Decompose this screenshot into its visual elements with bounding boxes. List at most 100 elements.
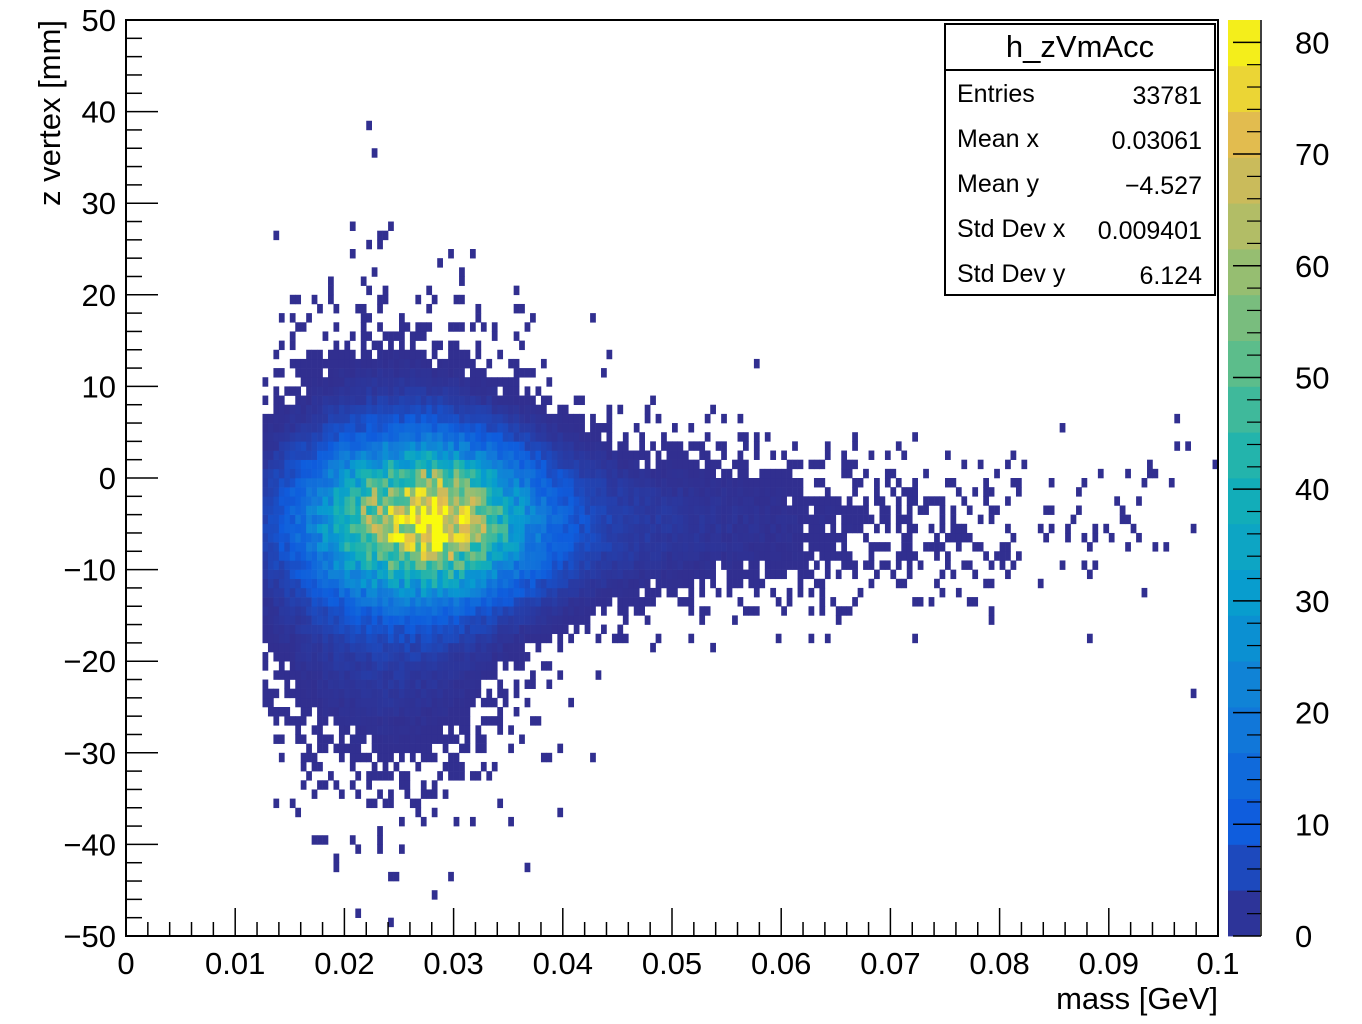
heatmap-cell: [475, 340, 482, 351]
heatmap-cell: [289, 597, 296, 607]
heatmap-cell: [300, 423, 307, 433]
heatmap-cell: [409, 707, 416, 717]
heatmap-cell: [328, 771, 334, 781]
heatmap-cell: [371, 688, 378, 699]
heatmap-cell: [764, 478, 771, 488]
heatmap-cell: [742, 468, 749, 479]
heatmap-cell: [333, 688, 340, 699]
heatmap-cell: [753, 542, 760, 552]
heatmap-cell: [622, 532, 629, 543]
heatmap-cell: [437, 395, 443, 406]
heatmap-cell: [568, 551, 575, 561]
heatmap-cell: [568, 423, 575, 433]
heatmap-cell: [459, 642, 465, 653]
heatmap-cell: [704, 450, 711, 460]
heatmap-cell: [497, 578, 504, 589]
heatmap-cell: [311, 423, 318, 433]
heatmap-cell: [469, 377, 476, 387]
heatmap-cell: [415, 597, 422, 607]
heatmap-cell: [300, 780, 307, 790]
heatmap-cell: [328, 624, 334, 635]
heatmap-cell: [388, 514, 394, 525]
heatmap-cell: [328, 578, 334, 589]
heatmap-cell: [693, 542, 700, 552]
heatmap-cell: [994, 551, 1000, 561]
heatmap-cell: [852, 597, 858, 607]
heatmap-cell: [453, 496, 460, 506]
heatmap-cell: [338, 642, 345, 653]
heatmap-cell: [311, 633, 318, 644]
heatmap-cell: [442, 478, 449, 488]
heatmap-cell: [311, 523, 318, 534]
heatmap-cell: [480, 523, 487, 534]
heatmap-cell: [491, 652, 498, 662]
heatmap-cell: [317, 303, 323, 314]
heatmap-cell: [409, 459, 416, 470]
heatmap-cell: [513, 395, 520, 406]
heatmap-cell: [748, 532, 755, 543]
heatmap-cell: [573, 587, 580, 598]
heatmap-cell: [393, 423, 400, 433]
heatmap-cell: [732, 560, 738, 570]
heatmap-cell: [289, 642, 296, 653]
heatmap-cell: [1010, 450, 1017, 460]
heatmap-cell: [803, 532, 809, 543]
heatmap-cell: [355, 908, 362, 918]
heatmap-cell: [617, 505, 624, 515]
heatmap-cell: [437, 340, 443, 351]
heatmap-cell: [333, 450, 340, 460]
heatmap-cell: [420, 532, 427, 543]
heatmap-cell: [459, 587, 465, 598]
heatmap-cell: [267, 478, 274, 488]
heatmap-cell: [835, 606, 842, 616]
heatmap-cell: [453, 816, 460, 827]
heatmap-cell: [360, 322, 367, 332]
heatmap-cell: [393, 707, 400, 717]
heatmap-cell: [366, 780, 372, 790]
heatmap-cell: [628, 551, 635, 561]
heatmap-cell: [355, 743, 362, 754]
heatmap-cell: [819, 542, 826, 552]
heatmap-cell: [611, 633, 618, 644]
heatmap-cell: [633, 551, 640, 561]
heatmap-cell: [311, 386, 318, 396]
heatmap-cell: [562, 560, 569, 570]
heatmap-cell: [349, 404, 356, 415]
heatmap-cell: [611, 450, 618, 460]
heatmap-cell: [650, 468, 656, 479]
heatmap-cell: [742, 523, 749, 534]
heatmap-cell: [426, 532, 433, 543]
heatmap-cell: [317, 468, 323, 479]
heatmap-cell: [306, 578, 312, 589]
heatmap-cell: [759, 478, 766, 488]
heatmap-cell: [426, 670, 433, 680]
heatmap-cell: [328, 734, 334, 744]
heatmap-cell: [437, 697, 443, 708]
heatmap-cell: [431, 423, 438, 433]
heatmap-cell: [399, 780, 405, 790]
heatmap-cell: [530, 459, 536, 470]
heatmap-cell: [409, 487, 416, 497]
heatmap-cell: [426, 468, 433, 479]
heatmap-cell: [262, 624, 269, 635]
heatmap-cell: [519, 597, 525, 607]
heatmap-cell: [442, 505, 449, 515]
heatmap-cell: [262, 578, 269, 589]
heatmap-cell: [322, 377, 329, 387]
heatmap-cell: [786, 551, 793, 561]
heatmap-cell: [399, 688, 405, 699]
heatmap-cell: [622, 551, 629, 561]
heatmap-cell: [568, 505, 575, 515]
heatmap-cell: [655, 478, 662, 488]
heatmap-cell: [267, 624, 274, 635]
heatmap-cell: [633, 478, 640, 488]
heatmap-cell: [682, 560, 689, 570]
heatmap-cell: [360, 532, 367, 543]
heatmap-cell: [595, 459, 602, 470]
heatmap-cell: [628, 542, 635, 552]
heatmap-cell: [513, 661, 520, 671]
heatmap-cell: [289, 514, 296, 525]
heatmap-cell: [524, 322, 531, 332]
x-tick-label: 0.07: [860, 946, 920, 981]
heatmap-cell: [415, 734, 422, 744]
